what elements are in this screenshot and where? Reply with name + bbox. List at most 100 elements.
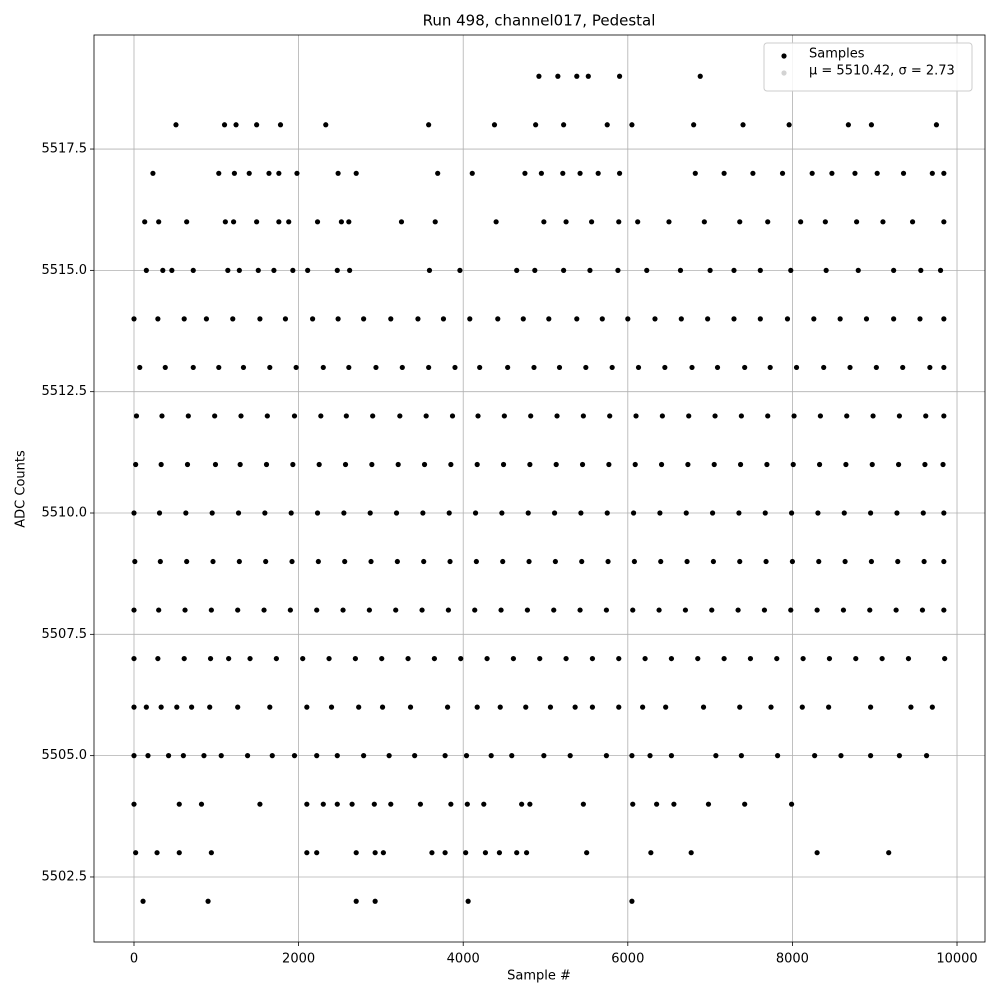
y-tick-label: 5515.0 (42, 263, 88, 278)
data-point (233, 122, 239, 128)
data-point (701, 219, 707, 225)
data-point (630, 607, 636, 613)
data-point (131, 655, 137, 662)
data-point (207, 704, 213, 710)
data-point (941, 219, 947, 225)
legend-label: Samples (809, 47, 865, 62)
data-point (304, 850, 310, 856)
data-point (640, 704, 646, 710)
data-point (442, 850, 448, 856)
data-point (668, 753, 675, 759)
data-point (630, 510, 637, 516)
data-point (880, 219, 886, 225)
data-point (868, 704, 874, 710)
data-point (784, 316, 791, 322)
data-point (705, 801, 712, 807)
data-point (158, 704, 164, 710)
data-point (304, 704, 310, 710)
data-point (420, 510, 426, 516)
data-point (868, 558, 875, 565)
data-point (338, 219, 344, 225)
data-point (426, 364, 432, 371)
data-point (616, 219, 622, 225)
data-point (838, 753, 844, 759)
data-point (257, 316, 263, 322)
data-point (133, 461, 139, 468)
data-point (393, 510, 400, 516)
data-point (742, 801, 748, 807)
data-point (737, 558, 743, 565)
data-point (353, 898, 359, 904)
data-point (412, 753, 418, 759)
data-point (290, 461, 296, 468)
data-point (868, 753, 874, 759)
data-point (606, 461, 612, 468)
data-point (709, 510, 716, 516)
data-point (267, 704, 273, 710)
data-point (371, 801, 377, 807)
data-point (131, 510, 137, 516)
data-point (705, 316, 711, 322)
data-point (431, 655, 438, 662)
data-point (293, 364, 299, 371)
data-point (155, 316, 161, 322)
data-point (688, 850, 694, 856)
data-point (616, 704, 622, 710)
data-point (137, 364, 143, 371)
data-point (918, 267, 924, 273)
data-point (554, 413, 560, 419)
data-point (684, 558, 690, 565)
data-point (444, 704, 451, 710)
data-point (809, 170, 815, 176)
data-point (180, 753, 186, 759)
data-point (900, 170, 907, 176)
data-point (789, 558, 796, 565)
data-point (185, 413, 191, 419)
data-point (131, 607, 137, 613)
x-tick-label: 10000 (936, 952, 977, 967)
data-point (183, 510, 189, 516)
data-point (937, 267, 944, 273)
data-point (346, 364, 352, 371)
data-point (182, 607, 188, 613)
data-point (791, 413, 797, 419)
data-point (218, 753, 224, 759)
data-point (589, 704, 596, 710)
data-point (941, 364, 947, 371)
data-point (922, 461, 928, 468)
data-point (788, 510, 795, 516)
data-point (579, 461, 586, 468)
data-point (386, 753, 392, 759)
data-point (852, 170, 858, 176)
data-point (157, 558, 163, 565)
data-point (181, 655, 187, 662)
data-point (652, 316, 658, 322)
data-point (879, 655, 885, 662)
data-point (603, 607, 610, 613)
data-point (288, 510, 294, 516)
data-point (335, 316, 341, 322)
data-point (263, 558, 269, 565)
data-point (463, 753, 470, 759)
data-point (656, 607, 662, 613)
data-point (372, 850, 378, 856)
data-point (580, 413, 586, 419)
data-point (291, 413, 298, 419)
data-point (561, 122, 567, 128)
data-point (761, 607, 768, 613)
data-point (609, 364, 615, 371)
data-point (572, 704, 578, 710)
data-point (421, 558, 427, 565)
data-point (189, 704, 195, 710)
data-point (176, 801, 182, 807)
data-point (863, 316, 870, 322)
data-point (145, 753, 151, 759)
data-point (929, 704, 935, 710)
data-point (900, 364, 906, 371)
data-point (798, 219, 804, 225)
data-point (352, 655, 358, 662)
data-point (235, 607, 241, 613)
data-point (394, 558, 400, 565)
data-point (165, 753, 172, 759)
data-point (203, 316, 210, 322)
